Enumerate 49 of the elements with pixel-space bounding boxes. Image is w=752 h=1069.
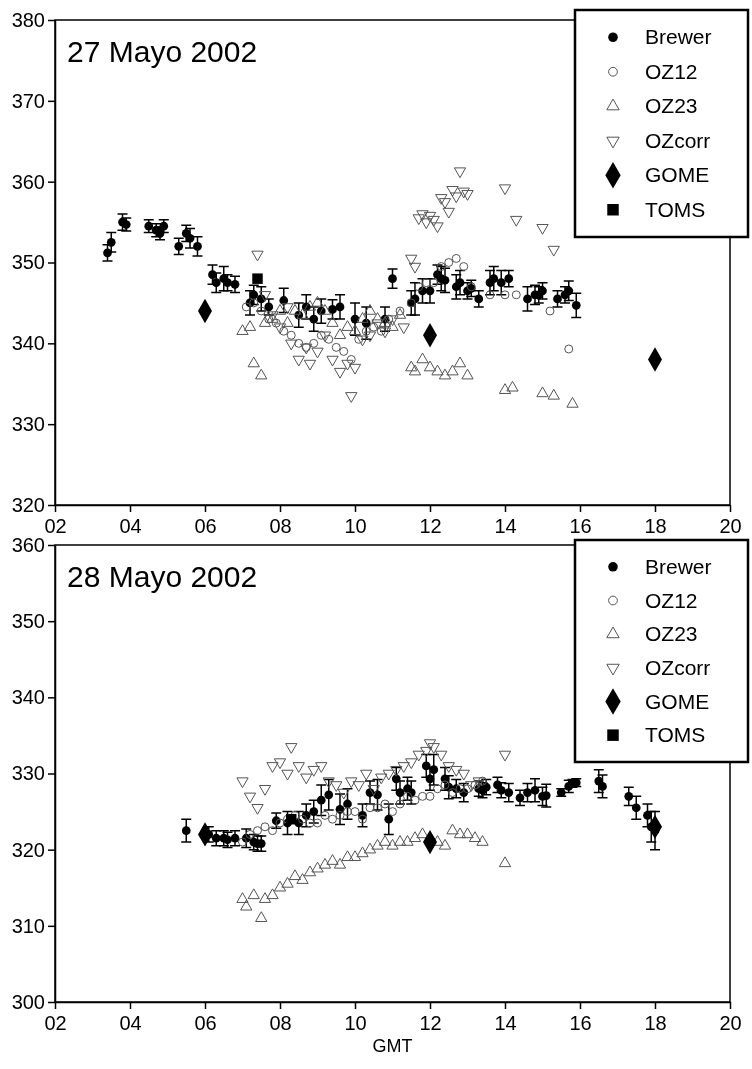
y-tick-label: 360 (11, 533, 45, 556)
legend-label: Brewer (645, 25, 712, 49)
x-tick-label: 20 (719, 515, 742, 537)
x-tick-label: 18 (644, 515, 667, 537)
x-tick-label: 14 (494, 1012, 517, 1034)
y-tick-label: 300 (11, 990, 45, 1013)
legend-label: GOME (645, 689, 710, 713)
y-tick-label: 340 (11, 332, 45, 355)
y-tick-label: 330 (11, 413, 45, 436)
x-tick-label: 06 (194, 515, 217, 537)
y-tick-label: 320 (11, 838, 45, 861)
x-tick-label: 08 (269, 1012, 292, 1034)
y-tick-label: 350 (11, 251, 45, 274)
legend-label: GOME (645, 163, 710, 187)
legend-label: Brewer (645, 554, 712, 578)
x-tick-label: 14 (494, 515, 517, 537)
legend-label: OZ23 (645, 94, 698, 118)
x-tick-label: 12 (419, 1012, 442, 1034)
y-tick-label: 370 (11, 89, 45, 112)
annotation: 27 Mayo 2002 (67, 35, 258, 68)
legend-label: TOMS (645, 197, 706, 221)
legend-label: TOMS (645, 723, 706, 747)
x-tick-label: 08 (269, 515, 292, 537)
legend-label: OZcorr (645, 655, 711, 679)
y-tick-label: 350 (11, 610, 45, 633)
x-tick-label: 12 (419, 515, 442, 537)
x-tick-label: 16 (569, 1012, 592, 1034)
x-tick-label: 04 (119, 1012, 142, 1034)
y-tick-label: 340 (11, 686, 45, 709)
x-tick-label: 02 (44, 1012, 67, 1034)
x-tick-label: 20 (719, 1012, 742, 1034)
y-tick-label: 330 (11, 762, 45, 785)
y-tick-label: 320 (11, 493, 45, 516)
x-tick-label: 18 (644, 1012, 667, 1034)
x-tick-label: 02 (44, 515, 67, 537)
y-tick-label: 380 (11, 8, 45, 31)
y-tick-label: 310 (11, 914, 45, 937)
legend-label: OZcorr (645, 128, 711, 152)
x-tick-label: 16 (569, 515, 592, 537)
legend-label: OZ12 (645, 59, 698, 83)
x-tick-label: 10 (344, 515, 367, 537)
legend-label: OZ23 (645, 622, 698, 646)
annotation: 28 Mayo 2002 (67, 560, 258, 593)
x-axis-title: GMT (372, 1036, 413, 1056)
y-tick-label: 360 (11, 170, 45, 193)
x-tick-label: 10 (344, 1012, 367, 1034)
x-tick-label: 04 (119, 515, 142, 537)
x-tick-label: 06 (194, 1012, 217, 1034)
legend-label: OZ12 (645, 588, 698, 612)
